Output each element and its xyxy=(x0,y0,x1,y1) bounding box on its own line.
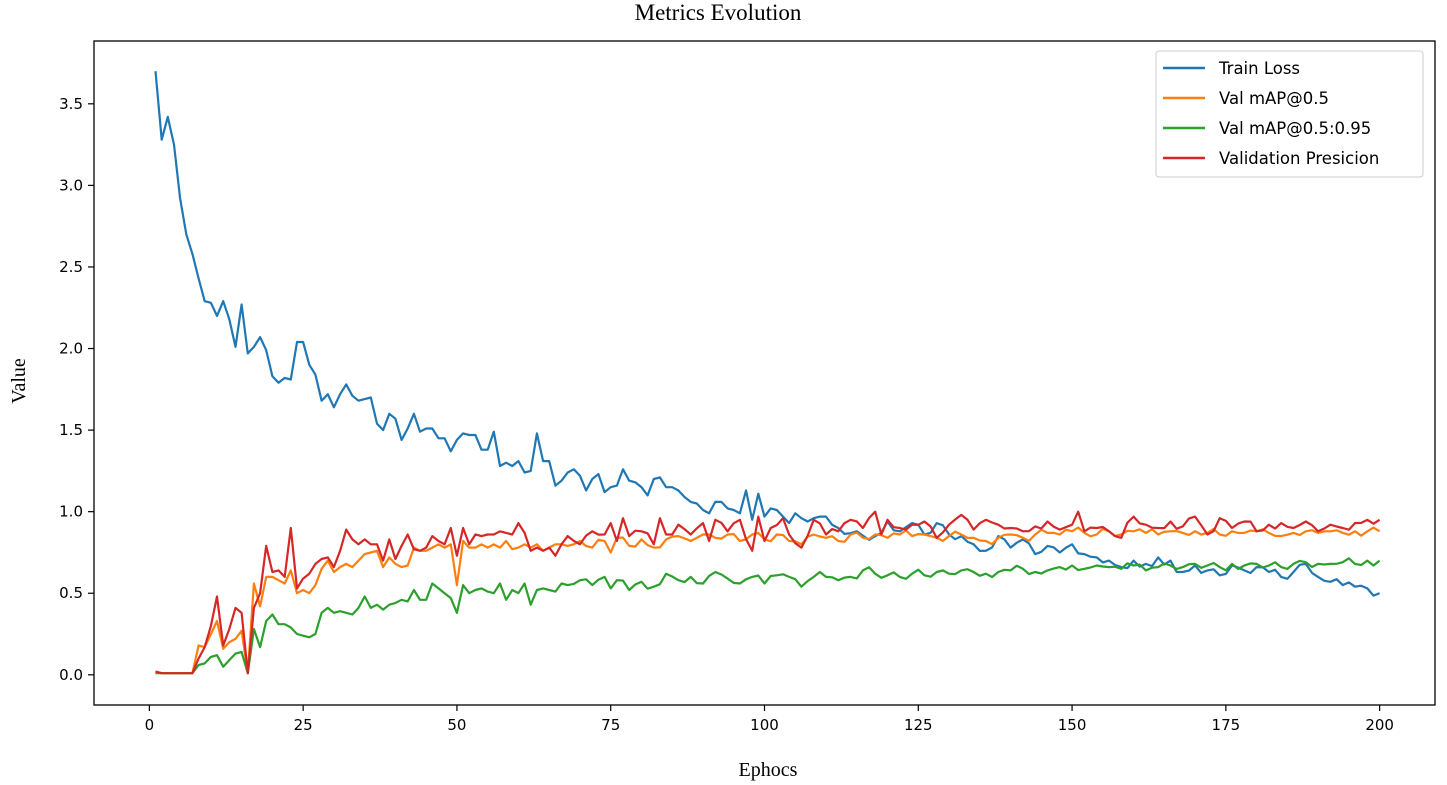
legend-label: Train Loss xyxy=(1218,59,1300,78)
x-tick-label: 50 xyxy=(447,716,466,734)
y-tick-label: 1.0 xyxy=(59,503,83,521)
x-tick-label: 125 xyxy=(904,716,933,734)
series-line-train-loss xyxy=(154,71,1381,597)
y-tick-label: 3.0 xyxy=(59,176,83,194)
y-tick-label: 1.5 xyxy=(59,421,83,439)
series-line-validation-presicion xyxy=(155,510,1381,675)
x-axis-ticks: 0 25 50 75 100 125 150 175 200 xyxy=(145,705,1394,734)
x-tick-label: 175 xyxy=(1212,716,1241,734)
x-tick-label: 0 xyxy=(145,716,155,734)
y-tick-label: 3.5 xyxy=(59,95,83,113)
series-layer xyxy=(154,71,1381,675)
y-tick-label: 0.0 xyxy=(59,666,83,684)
x-tick-label: 100 xyxy=(750,716,779,734)
chart-title: Metrics Evolution xyxy=(635,0,802,25)
y-tick-label: 0.5 xyxy=(59,584,83,602)
x-tick-label: 75 xyxy=(601,716,620,734)
legend-label: Val mAP@0.5 xyxy=(1219,89,1329,108)
y-axis-label: Value xyxy=(8,358,30,404)
y-tick-label: 2.0 xyxy=(59,340,83,358)
y-axis-ticks: 0.0 0.5 1.0 1.5 2.0 2.5 3.0 3.5 xyxy=(59,95,94,684)
legend-box xyxy=(1155,50,1424,178)
legend-label: Val mAP@0.5:0.95 xyxy=(1219,119,1371,138)
legend: Train Loss Val mAP@0.5 Val mAP@0.5:0.95 Val… xyxy=(1155,50,1424,178)
series-line-val-map-0-5 xyxy=(155,526,1381,675)
x-tick-label: 200 xyxy=(1365,716,1394,734)
x-tick-label: 150 xyxy=(1058,716,1087,734)
y-tick-label: 2.5 xyxy=(59,258,83,276)
series-line-val-map-0-5-0-95 xyxy=(155,557,1381,675)
x-tick-label: 25 xyxy=(294,716,313,734)
legend-label: Validation Presicion xyxy=(1219,149,1379,168)
x-axis-label: Ephocs xyxy=(739,759,798,781)
